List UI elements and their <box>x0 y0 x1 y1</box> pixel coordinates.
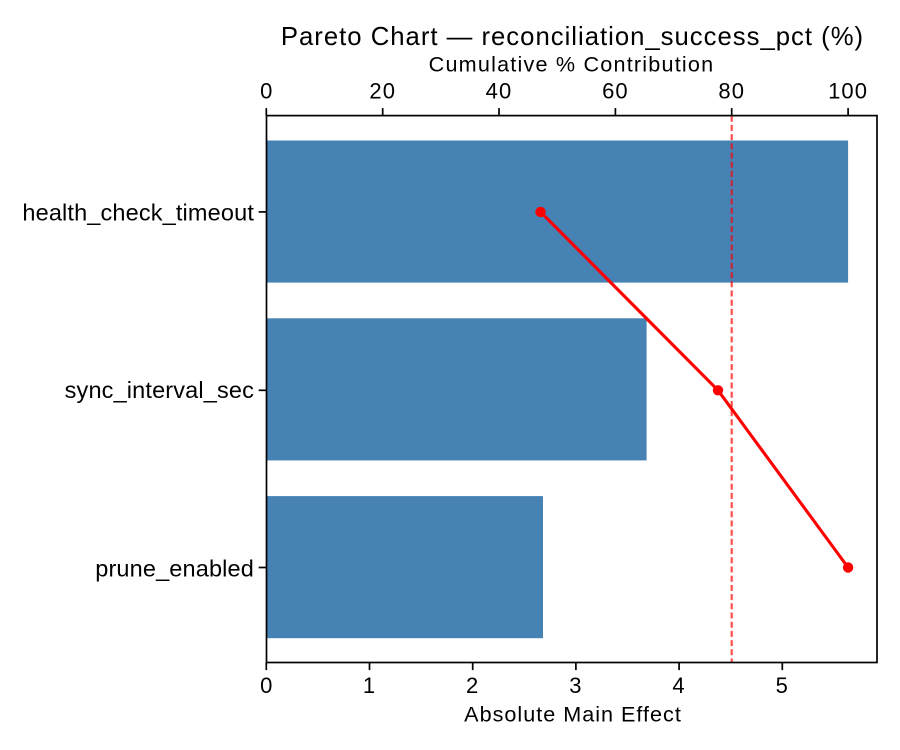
svg-text:1: 1 <box>363 673 376 698</box>
svg-text:20: 20 <box>369 79 396 104</box>
svg-text:5: 5 <box>776 673 789 698</box>
svg-text:Cumulative % Contribution: Cumulative % Contribution <box>429 52 715 77</box>
svg-text:0: 0 <box>260 673 273 698</box>
svg-text:40: 40 <box>486 79 513 104</box>
svg-text:2: 2 <box>466 673 479 698</box>
svg-text:3: 3 <box>569 673 582 698</box>
svg-text:Pareto Chart — reconciliation_: Pareto Chart — reconciliation_success_pc… <box>281 23 864 51</box>
svg-text:60: 60 <box>602 79 629 104</box>
svg-text:sync_interval_sec: sync_interval_sec <box>65 377 254 403</box>
svg-text:100: 100 <box>828 79 868 104</box>
svg-text:health_check_timeout: health_check_timeout <box>22 199 254 225</box>
svg-text:80: 80 <box>718 79 745 104</box>
svg-text:Absolute Main Effect: Absolute Main Effect <box>464 702 682 727</box>
svg-text:4: 4 <box>672 673 685 698</box>
svg-text:0: 0 <box>260 79 273 104</box>
svg-text:prune_enabled: prune_enabled <box>95 556 254 582</box>
